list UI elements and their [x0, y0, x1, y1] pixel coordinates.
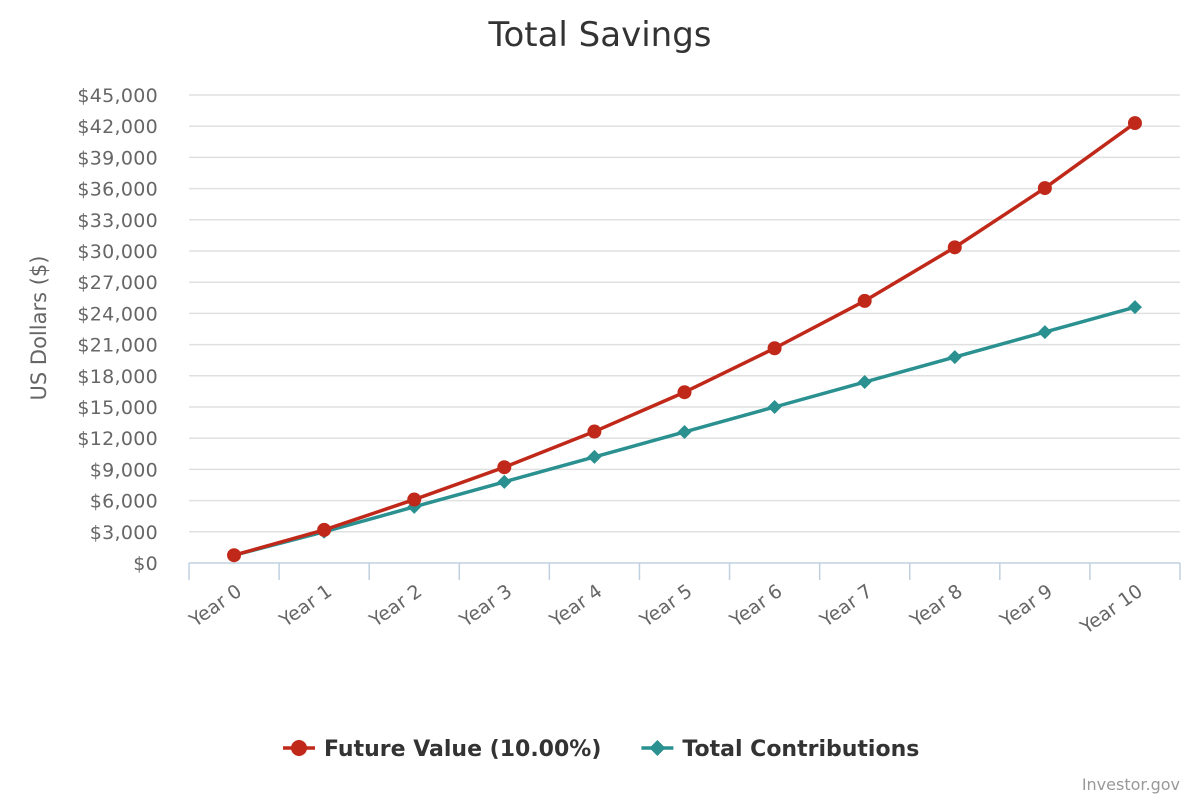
legend-label: Future Value (10.00%): [324, 737, 601, 762]
gridlines: [189, 94, 1180, 533]
series-circle: [227, 116, 1142, 563]
y-tick-label: $0: [133, 553, 158, 575]
legend-marker[interactable]: [649, 740, 666, 756]
data-point[interactable]: [1037, 181, 1052, 196]
data-point[interactable]: [677, 424, 692, 439]
data-point[interactable]: [497, 460, 512, 475]
y-tick-label: $30,000: [77, 241, 158, 263]
x-tick-label: Year 3: [455, 580, 516, 632]
y-tick-label: $36,000: [77, 179, 158, 201]
data-point[interactable]: [407, 492, 422, 507]
y-tick-label: $42,000: [77, 116, 158, 138]
y-axis-label: US Dollars ($): [27, 256, 51, 401]
y-tick-label: $45,000: [77, 85, 158, 107]
legend-item[interactable]: Total Contributions: [641, 737, 919, 762]
x-tick-label: Year 9: [995, 580, 1056, 632]
legend-label: Total Contributions: [682, 737, 919, 762]
y-tick-label: $3,000: [90, 522, 158, 544]
data-point[interactable]: [587, 449, 602, 464]
x-tick-label: Year 2: [365, 580, 426, 632]
y-tick-label: $15,000: [77, 397, 158, 419]
x-tick-label: Year 7: [815, 580, 876, 632]
y-tick-label: $24,000: [77, 303, 158, 325]
data-point[interactable]: [767, 400, 782, 414]
x-tick-label: Year 8: [905, 580, 966, 632]
y-tick-label: $18,000: [77, 366, 158, 388]
y-axis-ticks: $0 $3,000 $6,000 $9,000 $12,000 $15,000 $18,00…: [77, 85, 158, 575]
data-point[interactable]: [1127, 300, 1142, 315]
data-point[interactable]: [857, 375, 872, 390]
data-point[interactable]: [317, 522, 332, 537]
data-point[interactable]: [767, 341, 782, 356]
x-tick-label: Year 4: [545, 580, 606, 632]
data-point[interactable]: [677, 385, 692, 400]
y-tick-label: $39,000: [77, 147, 158, 169]
legend-item[interactable]: Future Value (10.00%): [283, 737, 601, 762]
x-tick-label: Year 6: [725, 580, 786, 632]
chart-title: Total Savings: [487, 15, 711, 55]
legend[interactable]: Future Value (10.00%) Total Contributions: [283, 737, 919, 762]
y-tick-label: $9,000: [90, 459, 158, 481]
series-layer: [227, 116, 1142, 563]
legend-marker[interactable]: [291, 740, 307, 756]
data-point[interactable]: [857, 293, 872, 308]
credit-link[interactable]: Investor.gov: [1082, 775, 1180, 794]
x-tick-label: Year 1: [275, 580, 336, 632]
y-tick-label: $6,000: [90, 491, 158, 513]
series-diamond: [227, 300, 1142, 563]
x-tick-label: Year 5: [635, 580, 696, 632]
y-tick-label: $33,000: [77, 210, 158, 232]
y-tick-label: $21,000: [77, 335, 158, 357]
x-axis: Year 0 Year 1 Year 2 Year 3 Year 4 Year 5 Year…: [185, 562, 1181, 639]
y-tick-label: $12,000: [77, 428, 158, 450]
x-tick-label: Year 10: [1076, 580, 1147, 639]
data-point[interactable]: [227, 548, 242, 563]
x-tick-label: Year 0: [185, 580, 246, 632]
data-point[interactable]: [1037, 325, 1052, 340]
data-point[interactable]: [497, 474, 512, 489]
data-point[interactable]: [587, 424, 602, 439]
data-point[interactable]: [947, 240, 962, 255]
data-point[interactable]: [947, 350, 962, 365]
y-tick-label: $27,000: [77, 272, 158, 294]
data-point[interactable]: [1127, 116, 1142, 131]
